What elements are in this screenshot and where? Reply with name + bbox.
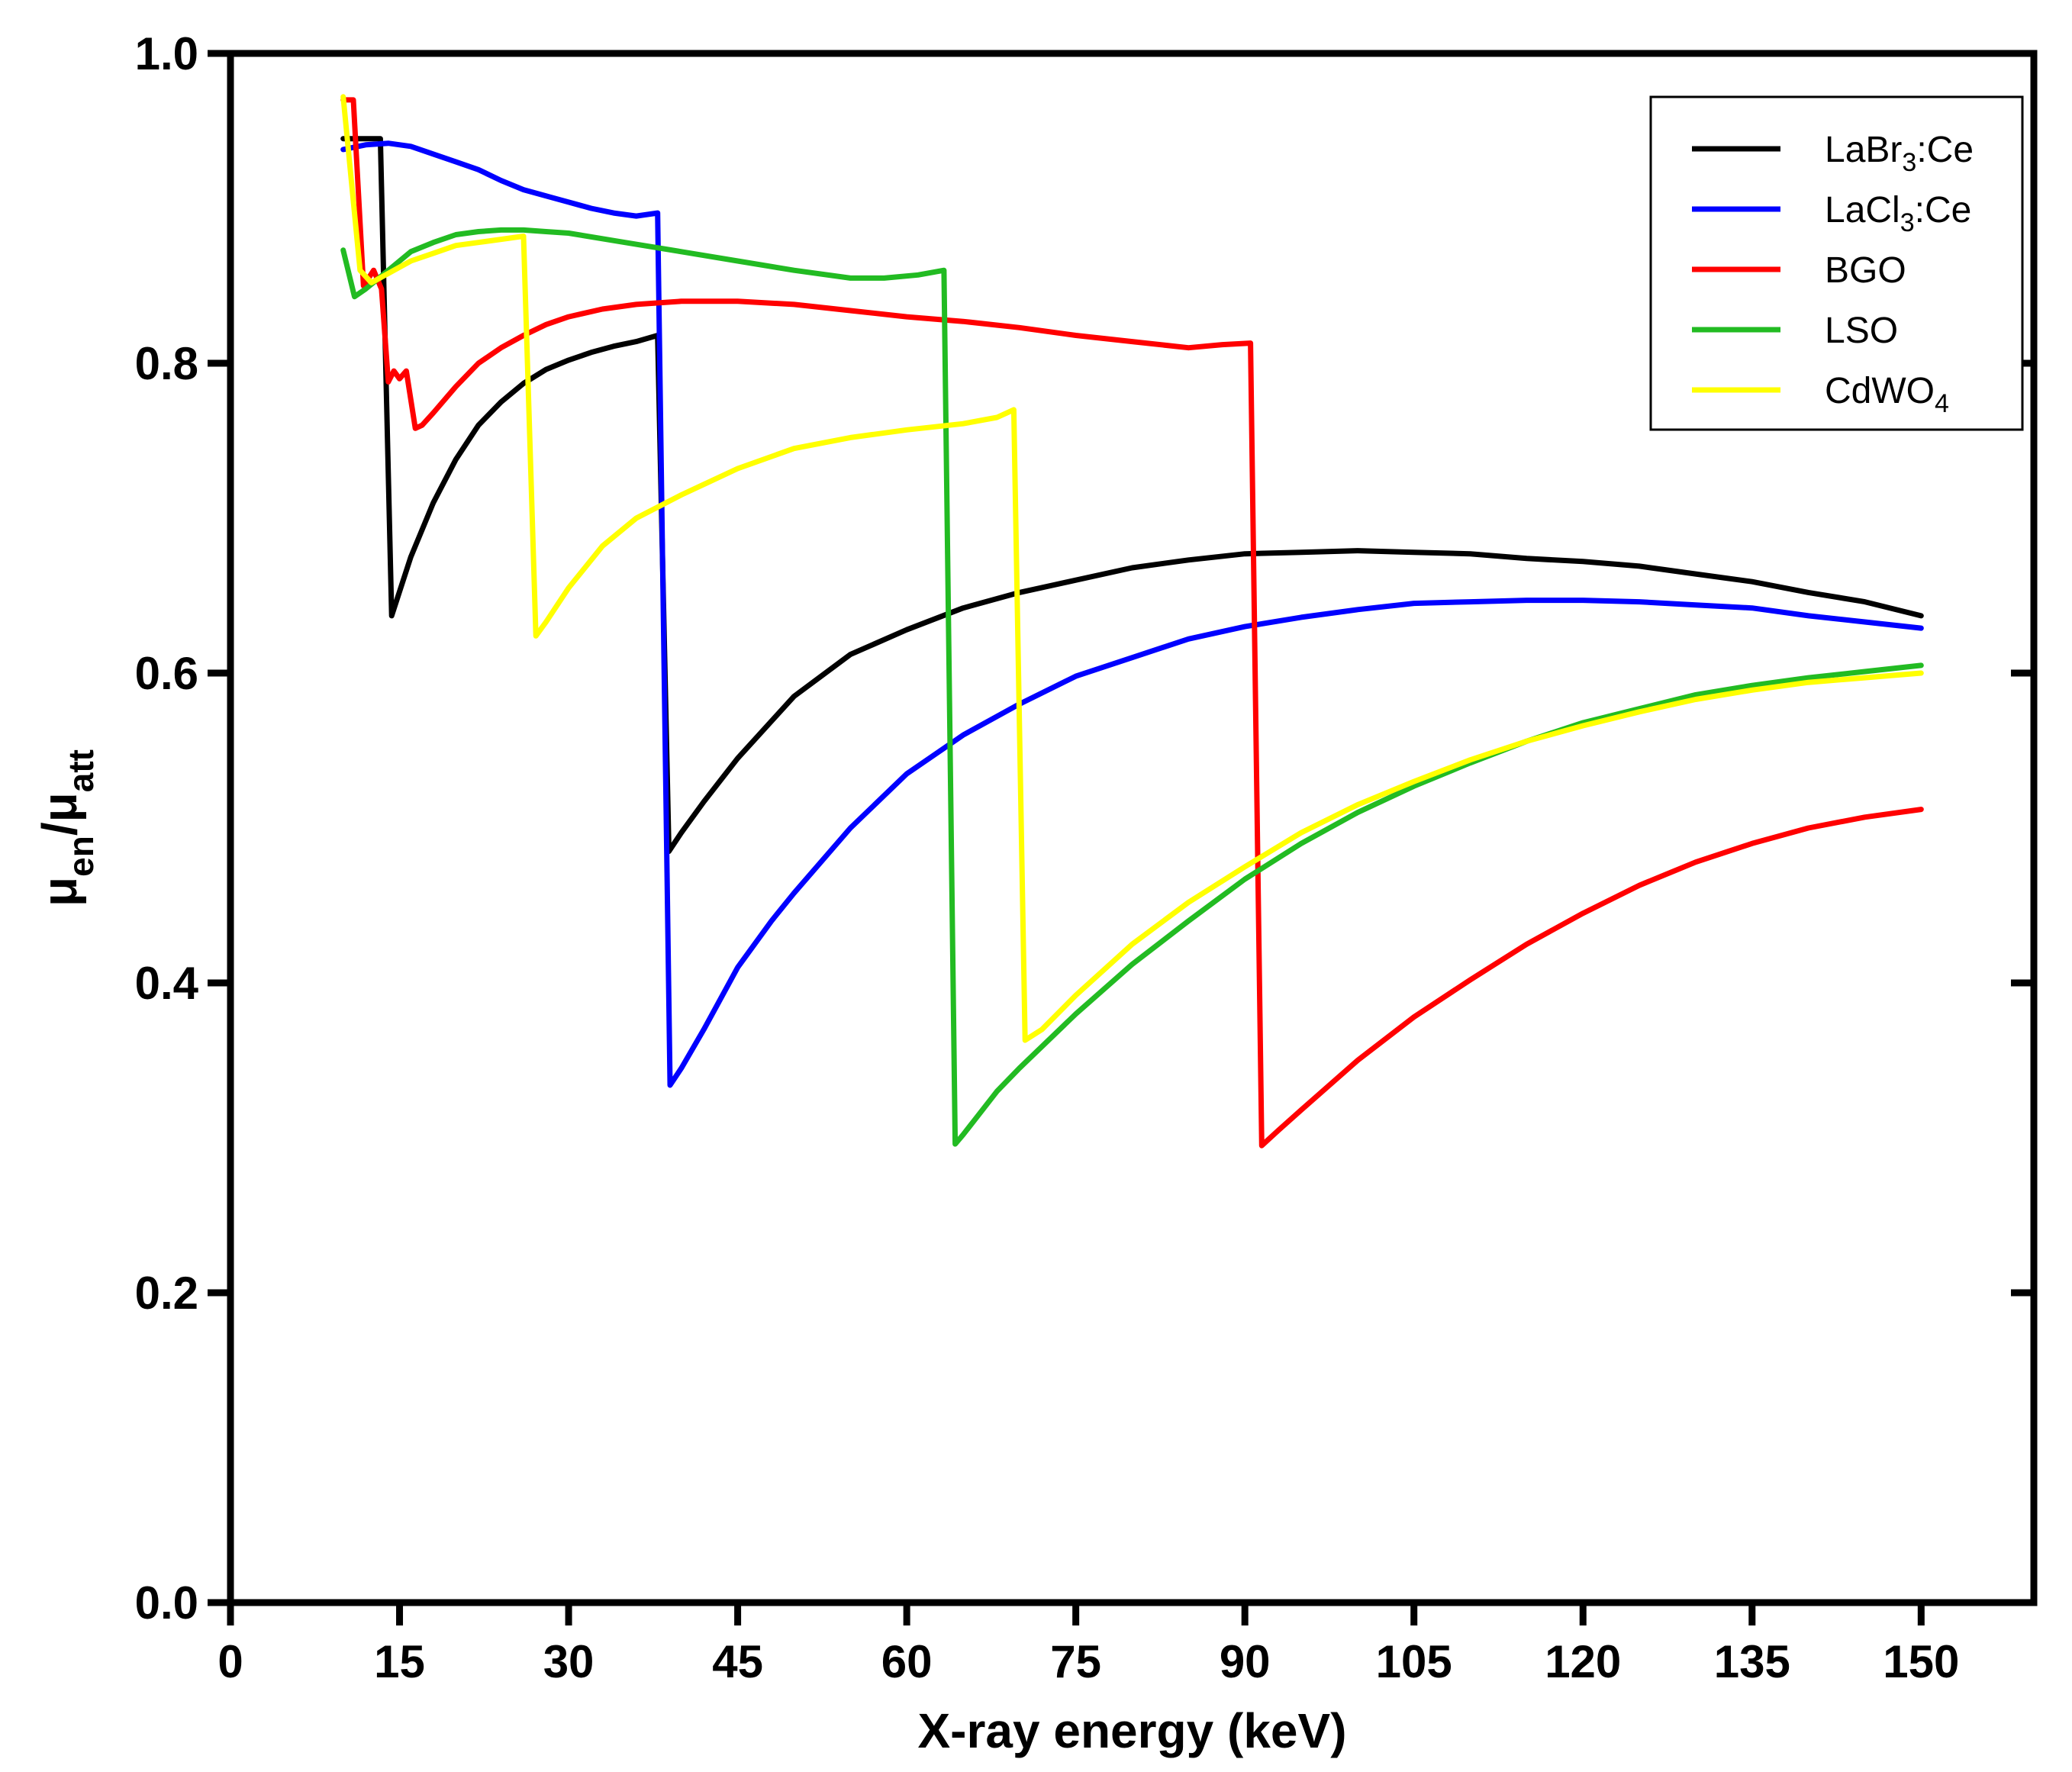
y-axis-title-sub-att: att <box>61 749 101 792</box>
y-axis-title-sub-en: en <box>61 836 101 877</box>
plot-area <box>227 50 2038 1606</box>
series-line-labr3-ce <box>340 136 1924 854</box>
x-tick-label: 135 <box>1714 1636 1790 1687</box>
legend-label: LSO <box>1825 311 1898 351</box>
y-axis-title-sep: /μ <box>32 792 87 836</box>
legend-label: LaCl3:Ce <box>1825 190 1971 237</box>
y-tick-label: 0.0 <box>135 1577 198 1629</box>
series-group <box>340 94 1924 1149</box>
x-tick-label: 90 <box>1220 1636 1271 1687</box>
series-line-bgo <box>340 97 1924 1149</box>
y-tick-label: 1.0 <box>135 28 198 79</box>
x-tick-label: 15 <box>374 1636 425 1687</box>
y-tick-label: 0.8 <box>135 338 198 389</box>
series-line-lacl3-ce <box>340 140 1924 1088</box>
legend: LaBr3:Ce LaCl3:Ce BGO LSO CdWO4 <box>1649 95 2024 431</box>
x-tick-label: 120 <box>1545 1636 1621 1687</box>
y-axis-title-mu: μ <box>32 877 87 907</box>
legend-label: LaBr3:Ce <box>1825 130 1974 177</box>
x-tick-label: 0 <box>218 1636 243 1687</box>
x-axis-ticks: 0 15 30 45 60 75 90 105 120 135 150 <box>218 1603 1959 1687</box>
y-tick-label: 0.6 <box>135 648 198 699</box>
y-tick-label: 0.2 <box>135 1268 198 1319</box>
x-tick-label: 105 <box>1376 1636 1452 1687</box>
y-tick-label: 0.4 <box>135 958 199 1009</box>
y-axis-title: μen/μatt <box>32 749 101 907</box>
legend-label: CdWO4 <box>1825 371 1949 418</box>
x-tick-label: 60 <box>881 1636 933 1687</box>
legend-label: BGO <box>1825 250 1906 291</box>
x-tick-label: 150 <box>1883 1636 1959 1687</box>
x-tick-label: 75 <box>1050 1636 1101 1687</box>
plot-frame <box>227 50 2038 1606</box>
x-tick-label: 45 <box>712 1636 763 1687</box>
series-line-cdwo4 <box>340 94 1924 1043</box>
x-axis-title: X-ray energy (keV) <box>917 1703 1346 1758</box>
legend-box <box>1649 95 2024 431</box>
x-tick-label: 30 <box>543 1636 595 1687</box>
